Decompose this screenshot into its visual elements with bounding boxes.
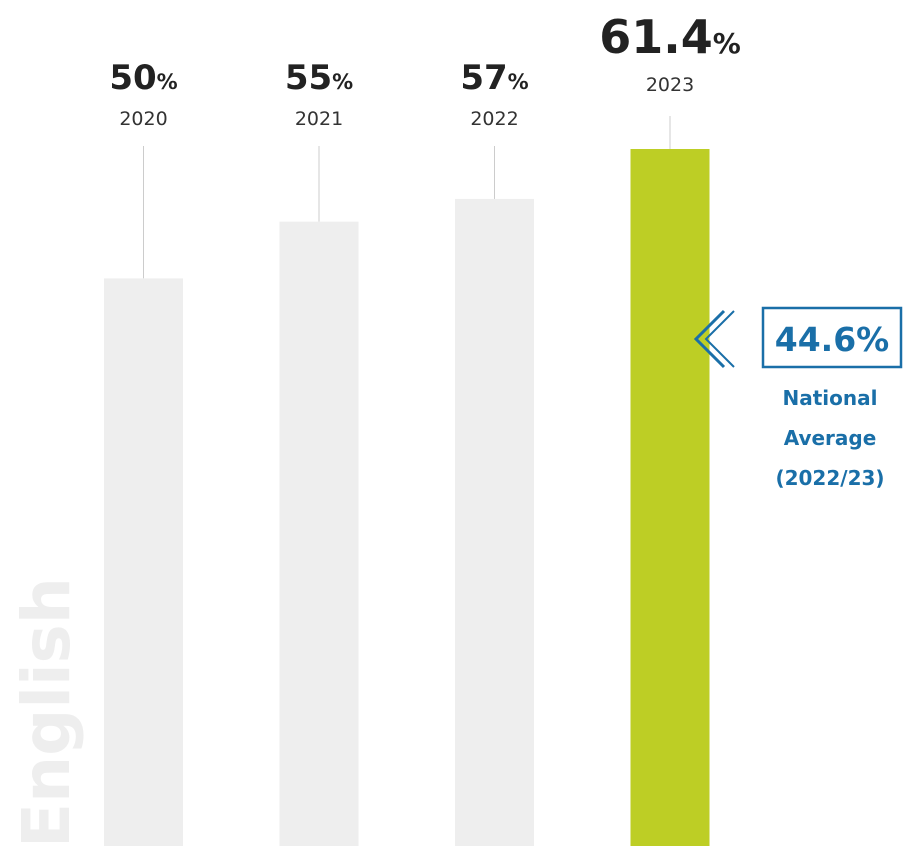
bar-group-2022: 57% 2022 xyxy=(455,58,534,846)
bar-value-label: 57% xyxy=(460,58,528,98)
chevron-left-icon xyxy=(693,309,735,369)
bar-category-label: 2023 xyxy=(646,74,694,96)
bar-group-2023: 61.4% 2023 xyxy=(599,10,741,846)
bar xyxy=(104,278,183,847)
national-average-box xyxy=(761,306,903,369)
national-average-value: 44.6% xyxy=(775,320,890,359)
bar-value-label: 61.4% xyxy=(599,10,741,64)
bar-value-label: 55% xyxy=(285,58,353,98)
national-average-caption-line: (2022/23) xyxy=(775,466,884,490)
bar-value-label: 50% xyxy=(109,58,177,98)
bar xyxy=(455,198,534,846)
bar-category-label: 2021 xyxy=(295,108,343,130)
bar-category-label: 2022 xyxy=(470,108,518,130)
bar xyxy=(279,221,359,846)
bars-layer: 50% 2020 55% 2021 57% 2022 61.4% 2023 xyxy=(104,10,741,847)
subject-label: English xyxy=(8,577,85,848)
national-average-caption-line: Average xyxy=(784,426,877,450)
national-average-callout: 44.6% National Average (2022/23) xyxy=(693,306,903,490)
bar-group-2021: 55% 2021 xyxy=(279,58,359,846)
bar-highlight xyxy=(630,149,710,846)
bar-category-label: 2020 xyxy=(119,108,167,130)
bar-group-2020: 50% 2020 xyxy=(104,58,183,847)
national-average-caption-line: National xyxy=(783,386,878,410)
